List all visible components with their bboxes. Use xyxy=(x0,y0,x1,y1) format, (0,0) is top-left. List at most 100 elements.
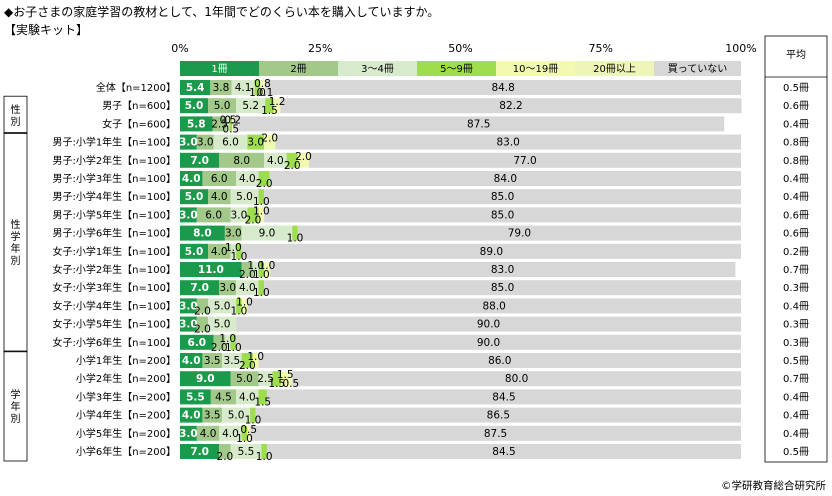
bar-segment xyxy=(264,134,276,150)
average-value: 0.4冊 xyxy=(783,411,809,422)
average-value: 0.8冊 xyxy=(783,138,809,149)
average-value: 0.5冊 xyxy=(783,447,809,458)
group-label-char: 学 xyxy=(11,388,21,401)
data-label: 3.0 xyxy=(231,209,248,221)
bar-segment xyxy=(196,298,209,314)
data-label: 5.0 xyxy=(214,100,231,112)
data-label: 85.0 xyxy=(491,191,514,203)
bar-segment xyxy=(236,298,242,314)
bar-segment xyxy=(213,134,248,150)
bar-segment xyxy=(180,353,203,368)
data-label: 5.0 xyxy=(185,246,204,258)
row-label: 小学1年生【n=200】 xyxy=(76,354,176,367)
group-label-char: 学 xyxy=(11,230,21,243)
bar-segment xyxy=(260,80,265,95)
average-value: 0.8冊 xyxy=(783,156,809,167)
data-label: 5.0 xyxy=(185,191,204,203)
data-label: 4.0 xyxy=(222,428,239,440)
data-label: 2.0 xyxy=(194,324,211,336)
bar-segment xyxy=(208,98,237,114)
bar-segment xyxy=(236,280,259,296)
bar-segment xyxy=(180,207,197,223)
data-label: 1.0 xyxy=(231,251,248,263)
bar-segment xyxy=(180,407,203,423)
row-label: 男子:小学4年生【n=100】 xyxy=(52,190,176,203)
bar-segment xyxy=(210,389,237,405)
data-label: 4.0 xyxy=(267,155,284,167)
data-label: 4.0 xyxy=(239,282,256,294)
bar-segment xyxy=(258,389,267,405)
legend-label: 20冊以上 xyxy=(593,63,636,75)
axis-tick-label: 50% xyxy=(448,42,472,55)
bar-segment xyxy=(231,80,255,95)
bar-segment xyxy=(236,316,741,332)
row-label: 男子:小学5年生【n=100】 xyxy=(52,208,176,221)
average-value: 0.5冊 xyxy=(783,356,809,367)
average-value: 0.4冊 xyxy=(783,174,809,185)
data-label: 2.0 xyxy=(239,360,256,372)
data-label: 5.0 xyxy=(214,319,231,331)
bar-segment xyxy=(180,298,197,314)
bar-segment xyxy=(180,152,220,168)
row-label: 男子:小学1年生【n=100】 xyxy=(52,136,176,149)
bar-segment xyxy=(264,189,741,205)
bar-segment xyxy=(266,444,741,459)
data-label: 5.0 xyxy=(236,191,253,203)
data-label: 1.0 xyxy=(253,196,270,208)
bar-segment xyxy=(180,243,209,259)
data-label: 1.0 xyxy=(225,342,242,354)
bar-segment xyxy=(258,280,265,296)
data-label: 1.0 xyxy=(247,260,264,272)
data-label: 3.0 xyxy=(179,137,198,149)
bar-segment xyxy=(180,280,220,296)
bar-segment xyxy=(180,262,242,277)
data-label: 5.4 xyxy=(186,82,205,94)
data-label: 85.0 xyxy=(491,282,514,294)
bar-segment xyxy=(241,243,741,259)
data-label: 5.5 xyxy=(238,446,255,458)
bar-segment xyxy=(196,316,209,332)
data-label: 3.8 xyxy=(213,82,230,94)
bar-segment xyxy=(258,353,741,368)
row-label: 全体【n=1200】 xyxy=(96,81,176,94)
data-label: 3.0 xyxy=(179,209,198,221)
legend-label: 2冊 xyxy=(290,64,306,75)
data-label: 5.0 xyxy=(236,373,253,385)
data-label: 2.0 xyxy=(194,305,211,317)
average-value: 0.4冊 xyxy=(783,119,809,130)
data-label: 0.2 xyxy=(224,114,241,126)
data-label: 0.5 xyxy=(222,123,239,135)
data-label: 84.5 xyxy=(492,391,515,403)
average-value: 0.7冊 xyxy=(783,265,809,276)
data-label: 1.0 xyxy=(253,287,270,299)
source-credit: ©学研教育総合研究所 xyxy=(721,479,826,492)
data-label: 5.5 xyxy=(186,391,205,403)
bar-segment xyxy=(261,444,267,459)
bar-segment xyxy=(266,389,741,405)
data-label: 0.5 xyxy=(240,424,257,436)
average-value: 0.2冊 xyxy=(783,247,809,258)
bar-segment xyxy=(241,262,253,277)
legend-label: 3～4冊 xyxy=(361,64,394,75)
axis-tick-label: 75% xyxy=(589,42,613,55)
bar-segment xyxy=(180,425,197,441)
data-label: 1.5 xyxy=(277,369,294,381)
bar-segment xyxy=(233,116,725,132)
data-label: 6.0 xyxy=(211,173,228,185)
bar-segment xyxy=(208,189,231,205)
data-label: 84.5 xyxy=(492,446,515,458)
axis-tick-label: 25% xyxy=(308,42,332,55)
data-label: 89.0 xyxy=(480,246,503,258)
data-label: 5.8 xyxy=(187,118,206,130)
bar-segment xyxy=(180,189,209,205)
average-value: 0.7冊 xyxy=(783,374,809,385)
bar-segment xyxy=(180,116,213,132)
data-label: 84.8 xyxy=(491,82,514,94)
bar-segment xyxy=(180,444,220,459)
data-label: 2.5 xyxy=(211,118,228,130)
data-label: 0.5 xyxy=(282,378,299,390)
bar-segment xyxy=(222,407,251,423)
bar-segment xyxy=(180,334,214,350)
bar-segment xyxy=(252,353,259,368)
